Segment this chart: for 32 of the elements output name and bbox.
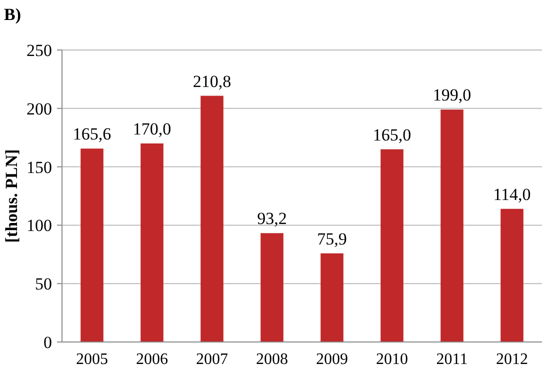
- y-tick-label: 150: [26, 158, 52, 177]
- data-label: 210,8: [192, 72, 232, 91]
- x-tick-label: 2012: [496, 351, 528, 368]
- bar: [140, 143, 164, 342]
- chart-title: B): [4, 5, 21, 24]
- data-label: 170,0: [132, 119, 172, 138]
- y-tick-label: 200: [26, 99, 52, 118]
- data-label: 165,0: [372, 125, 412, 144]
- data-label: 93,2: [257, 209, 287, 228]
- data-label: 75,9: [317, 229, 347, 248]
- x-tick-label: 2011: [436, 351, 468, 368]
- data-label: 199,0: [432, 86, 472, 105]
- y-tick-label: 100: [26, 216, 52, 236]
- bar: [380, 149, 404, 342]
- data-label: 165,6: [72, 124, 112, 144]
- x-tick-label: 2005: [76, 351, 108, 368]
- y-axis-title: [thous. PLN]: [2, 149, 21, 243]
- x-tick-label: 2007: [196, 351, 228, 368]
- bar: [500, 208, 524, 342]
- y-tick-label: 0: [44, 332, 52, 352]
- y-tick-label: 250: [26, 40, 52, 60]
- x-tick-label: 2009: [316, 351, 348, 368]
- x-tick-label: 2008: [256, 351, 288, 368]
- bar: [260, 233, 284, 342]
- bar: [440, 110, 464, 342]
- x-tick-label: 2010: [376, 351, 408, 368]
- bar: [200, 96, 224, 342]
- y-tick-label: 50: [35, 274, 52, 294]
- bar: [320, 253, 344, 342]
- x-tick-label: 2006: [136, 351, 168, 368]
- data-label: 114,0: [493, 184, 531, 204]
- bar: [80, 148, 104, 342]
